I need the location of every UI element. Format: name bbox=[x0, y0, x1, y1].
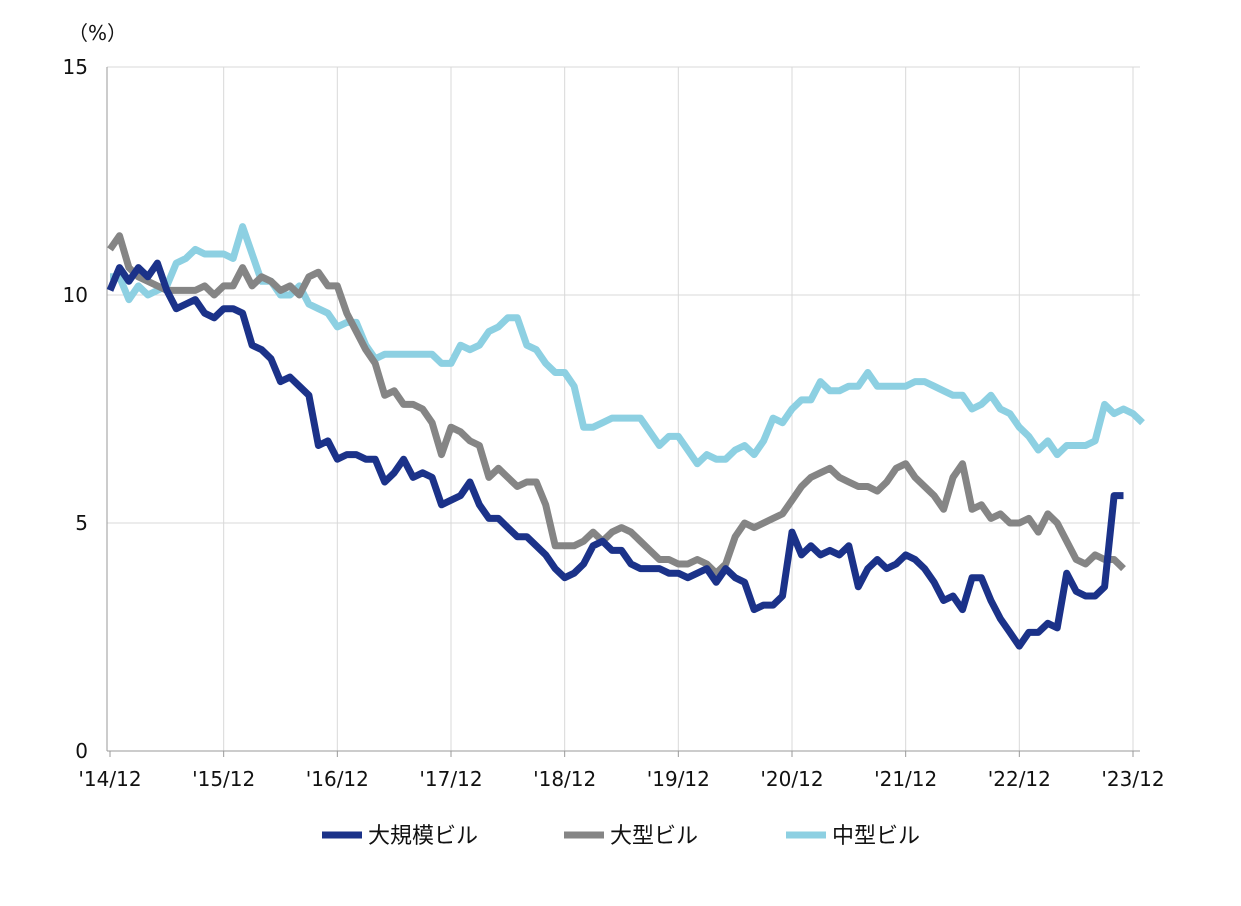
x-tick-label: '23/12 bbox=[1101, 767, 1164, 791]
series-line-0 bbox=[106, 259, 1124, 650]
y-tick-label: 0 bbox=[75, 739, 88, 763]
x-tick-label: '17/12 bbox=[419, 767, 482, 791]
x-tick-label: '21/12 bbox=[874, 767, 937, 791]
x-tick-label: '18/12 bbox=[533, 767, 596, 791]
y-tick-labels: 0 5 10 15 bbox=[63, 55, 88, 763]
gridlines bbox=[107, 66, 1140, 751]
x-tick-labels: '14/12 '15/12 '16/12 '17/12 '18/12 '19/12 '20/… bbox=[78, 767, 1164, 791]
y-tick-label: 5 bbox=[75, 511, 88, 535]
legend-label: 大規模ビル bbox=[368, 824, 478, 849]
x-tick-label: '15/12 bbox=[192, 767, 255, 791]
series-line-1 bbox=[107, 232, 1126, 577]
y-tick-label: 10 bbox=[63, 283, 88, 307]
x-tick-label: '19/12 bbox=[647, 767, 710, 791]
x-tick-label: '20/12 bbox=[760, 767, 823, 791]
x-tick-label: '16/12 bbox=[306, 767, 369, 791]
series-line-2 bbox=[110, 223, 1145, 468]
legend-label: 中型ビル bbox=[832, 824, 920, 849]
axes bbox=[106, 67, 1140, 757]
legend-label: 大型ビル bbox=[610, 824, 698, 849]
x-tick-label: '14/12 bbox=[78, 767, 141, 791]
y-tick-label: 15 bbox=[63, 55, 88, 79]
legend: 大規模ビル 大型ビル 中型ビル bbox=[322, 824, 920, 849]
x-tick-label: '22/12 bbox=[988, 767, 1051, 791]
series-lines bbox=[106, 223, 1145, 650]
y-axis-unit-label: （%） bbox=[68, 21, 127, 45]
